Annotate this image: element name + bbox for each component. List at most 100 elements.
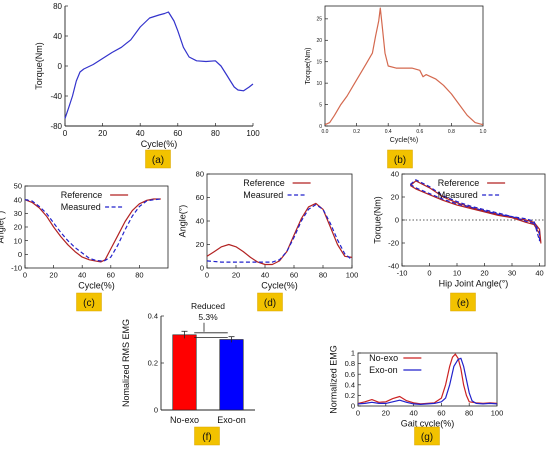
plot-frame — [357, 352, 498, 407]
x-tick-label: 80 — [319, 271, 327, 280]
y-axis-label: Torque(Nm) — [305, 48, 312, 85]
y-tick-label: 0 — [351, 402, 355, 411]
series-line-1 — [24, 198, 161, 263]
x-tick-label: 80 — [211, 129, 220, 138]
series-line-2 — [409, 179, 541, 242]
x-tick-label: 20 — [98, 129, 107, 138]
y-tick-label: 0.6 — [345, 370, 355, 379]
panel-label: (a) — [152, 155, 164, 166]
y-tick-label: 0.2 — [148, 359, 158, 368]
x-tick-label: 40 — [136, 129, 145, 138]
x-tick-label: 1.0 — [480, 129, 487, 135]
y-tick-label: 10 — [14, 236, 22, 245]
x-tick-label: 80 — [135, 271, 143, 280]
series-line-2 — [206, 204, 353, 263]
panel-badge — [76, 292, 102, 312]
y-tick-label: 0 — [319, 124, 322, 130]
x-axis-label: Cycle(%) — [141, 139, 178, 149]
series-line-1 — [206, 202, 353, 266]
y-tick-label: 80 — [53, 2, 62, 11]
x-tick-label: 0.0 — [322, 129, 329, 135]
series-line-1 — [357, 353, 498, 405]
x-tick-label: 0 — [23, 271, 27, 280]
x-tick-label: 100 — [491, 409, 504, 418]
panel-badge — [145, 149, 171, 169]
plot-frame — [324, 5, 484, 127]
legend-label: Reference — [243, 178, 285, 188]
x-tick-label: 40 — [409, 409, 417, 418]
x-tick-label: 60 — [173, 129, 182, 138]
x-tick-label: 0.8 — [448, 129, 455, 135]
y-tick-label: 5 — [319, 102, 322, 108]
x-tick-label: 100 — [246, 129, 260, 138]
panel-badge — [194, 426, 220, 446]
y-tick-label: 0 — [395, 216, 399, 225]
x-tick-label: 20 — [49, 271, 57, 280]
x-tick-label: 20 — [232, 271, 240, 280]
y-tick-label: 25 — [316, 17, 322, 23]
category-label: No-exo — [170, 415, 199, 425]
y-axis-label: Torque(Nm) — [373, 196, 383, 244]
x-tick-label: 0.6 — [416, 129, 423, 135]
legend-label: Exo-on — [369, 365, 398, 375]
x-tick-label: 30 — [508, 269, 516, 278]
y-tick-label: 1 — [351, 349, 355, 358]
y-tick-label: -80 — [50, 122, 62, 131]
x-tick-label: 20 — [382, 409, 390, 418]
y-tick-label: 40 — [391, 170, 399, 179]
x-axis-label: Cycle(%) — [261, 281, 298, 291]
x-tick-label: 10 — [453, 269, 461, 278]
reduction-annotation: Reduced — [191, 301, 225, 311]
y-axis-label: Angle(°) — [178, 205, 188, 238]
x-tick-label: 0.2 — [353, 129, 360, 135]
x-tick-label: 0 — [356, 409, 360, 418]
x-tick-label: 40 — [78, 271, 86, 280]
panel-label: (g) — [421, 432, 433, 443]
series-line-1 — [324, 7, 484, 126]
reduction-annotation: 5.3% — [198, 312, 218, 322]
y-tick-label: 20 — [196, 240, 204, 249]
x-tick-label: 60 — [107, 271, 115, 280]
x-tick-label: 0.4 — [385, 129, 392, 135]
panel-badge — [414, 426, 440, 446]
panel-label: (d) — [264, 298, 276, 309]
bar — [219, 339, 244, 411]
y-tick-label: 40 — [196, 217, 204, 226]
x-tick-label: -10 — [397, 269, 408, 278]
y-tick-label: 0.2 — [345, 391, 355, 400]
y-tick-label: 0 — [58, 62, 63, 71]
y-tick-label: 30 — [14, 209, 22, 218]
y-tick-label: 20 — [391, 193, 399, 202]
x-tick-label: 0 — [63, 129, 68, 138]
series-line-1 — [409, 180, 542, 244]
x-tick-label: 0 — [427, 269, 431, 278]
y-tick-label: 0.8 — [345, 359, 355, 368]
panel-label: (e) — [457, 298, 469, 309]
chart-panel-5: -40 -20 0 20 40 -10 0 10 20 30 40 Hip Joint Angle(°… — [373, 170, 546, 312]
category-label: Exo-on — [217, 415, 246, 425]
bar — [172, 334, 197, 411]
y-tick-label: 40 — [14, 195, 22, 204]
y-tick-label: -10 — [11, 264, 22, 273]
series-line-1 — [64, 11, 254, 119]
legend-label: No-exo — [369, 353, 398, 363]
x-axis-label: Cycle(%) — [390, 137, 418, 144]
x-tick-label: 80 — [465, 409, 473, 418]
legend-label: Measured — [438, 190, 478, 200]
y-tick-label: 0 — [200, 264, 204, 273]
y-tick-label: 40 — [53, 32, 62, 41]
y-tick-label: 0.4 — [345, 380, 355, 389]
y-tick-label: 20 — [316, 38, 322, 44]
y-axis-label: Torque(Nm) — [34, 42, 44, 90]
chart-panel-1: -80 -40 0 40 80 0 20 40 60 80 100 Cycle(%) Torque(Nm… — [34, 2, 260, 169]
legend-label: Measured — [61, 202, 101, 212]
x-axis-label: Gait cycle(%) — [401, 419, 455, 429]
y-tick-label: -20 — [388, 239, 399, 248]
x-tick-label: 0 — [205, 271, 209, 280]
legend-label: Reference — [61, 190, 103, 200]
chart-panel-2: 0 5 10 15 20 25 0.0 0.2 0.4 0.6 0.8 1.0 Cycle(%) Torq… — [305, 5, 487, 169]
y-tick-label: 0 — [18, 250, 22, 259]
panel-label: (b) — [394, 155, 406, 166]
x-tick-label: 60 — [290, 271, 298, 280]
